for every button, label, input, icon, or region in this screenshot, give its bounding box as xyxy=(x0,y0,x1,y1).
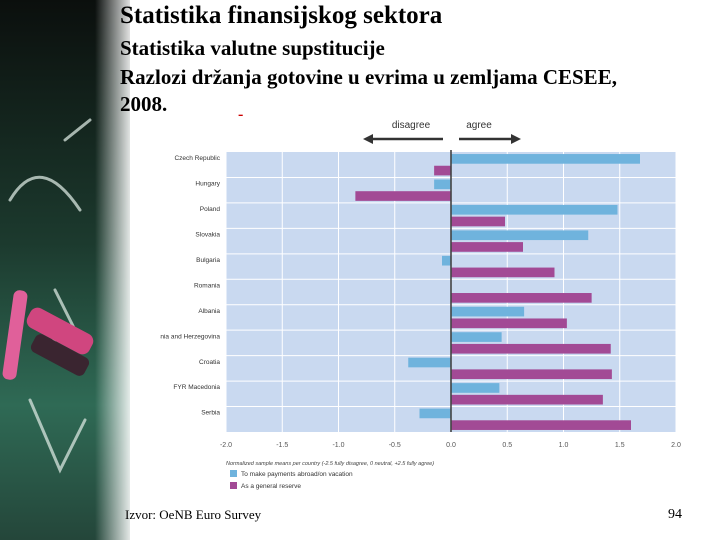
x-tick-label: 1.5 xyxy=(615,442,625,449)
x-tick-label: 0.0 xyxy=(446,442,456,449)
y-category-label: Bosnia and Herzegovina xyxy=(160,333,220,340)
agree-label: agree xyxy=(466,120,492,131)
bar-1 xyxy=(419,408,451,419)
bar-1 xyxy=(451,383,500,393)
y-category-label: Poland xyxy=(200,206,221,213)
bar-chart: -2.0 -1.5 -1.0 -0.5 0.0 0.5 1.0 1.5 2.0 Czech Rep… xyxy=(160,120,681,490)
legend-swatch xyxy=(230,482,237,489)
legend-swatch xyxy=(230,470,237,477)
y-category-label: Serbia xyxy=(201,410,220,417)
slide-subtitle: Statistika valutne supstitucije xyxy=(120,36,385,60)
bar-2 xyxy=(451,343,611,354)
bar-1 xyxy=(451,230,589,241)
bar-1 xyxy=(451,204,618,215)
bar-1 xyxy=(451,154,640,164)
x-tick-label: -1.0 xyxy=(332,442,344,449)
y-category-label: Albania xyxy=(198,308,220,315)
agree-arrow-icon xyxy=(511,134,521,144)
source-note: Izvor: OeNB Euro Survey xyxy=(125,507,262,522)
x-axis-label: Normalized sample means per country (-2.… xyxy=(226,461,434,467)
y-category-label: Bulgaria xyxy=(196,257,220,264)
bar-2 xyxy=(451,242,523,252)
bar-1 xyxy=(434,179,451,190)
bar-2 xyxy=(451,420,631,430)
legend-label: To make payments abroad/on vacation xyxy=(241,471,353,478)
disagree-label: disagree xyxy=(392,120,431,131)
dash-mark: - xyxy=(238,106,244,123)
x-tick-label: 1.0 xyxy=(559,442,569,449)
x-tick-label: -2.0 xyxy=(220,442,232,449)
bar-1 xyxy=(451,332,502,342)
bar-2 xyxy=(451,216,505,227)
x-tick-label: -0.5 xyxy=(389,442,401,449)
chalk-sticks-icon xyxy=(2,290,94,380)
bar-2 xyxy=(434,165,451,176)
y-category-label: Romania xyxy=(194,282,220,289)
y-category-label: Hungary xyxy=(195,181,220,188)
disagree-arrow-icon xyxy=(363,134,373,144)
x-tick-label: -1.5 xyxy=(276,442,288,449)
bar-2 xyxy=(451,369,612,380)
bar-1 xyxy=(442,255,451,266)
bar-2 xyxy=(451,318,567,329)
chart-heading: Razlozi držanja gotovine u evrima u zeml… xyxy=(120,64,617,118)
chart-heading-line1: Razlozi držanja gotovine u evrima u zeml… xyxy=(120,65,617,89)
bar-2 xyxy=(451,293,592,303)
legend-label: As a general reserve xyxy=(241,483,301,490)
bar-1 xyxy=(408,357,451,368)
bar-2 xyxy=(355,191,451,201)
y-category-label: Croatia xyxy=(199,359,220,366)
chart-heading-line2: 2008. xyxy=(120,92,168,116)
y-category-label: FYR Macedonia xyxy=(173,384,220,391)
bar-2 xyxy=(451,267,555,278)
x-tick-label: 2.0 xyxy=(671,442,681,449)
slide-title: Statistika finansijskog sektora xyxy=(120,2,443,29)
bar-1 xyxy=(451,306,525,317)
y-category-label: Czech Republic xyxy=(174,155,220,162)
x-tick-label: 0.5 xyxy=(502,442,512,449)
bar-2 xyxy=(451,394,603,405)
page-number: 94 xyxy=(668,507,682,522)
y-category-label: Slovakia xyxy=(195,232,220,239)
